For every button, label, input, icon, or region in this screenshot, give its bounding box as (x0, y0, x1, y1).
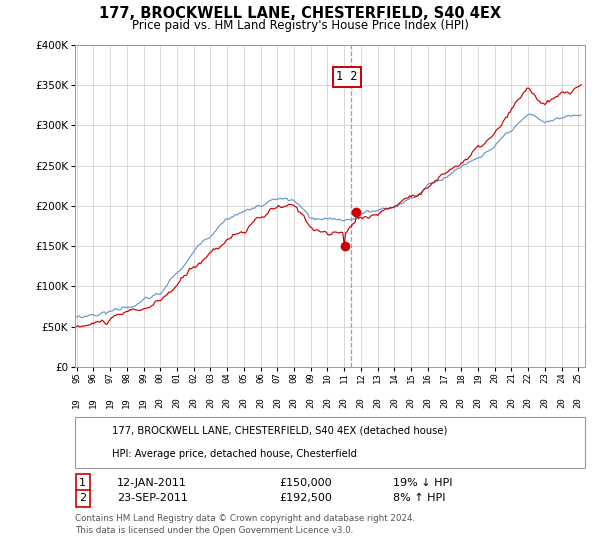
Text: 18: 18 (457, 372, 466, 383)
Text: 20: 20 (273, 398, 282, 408)
Text: 03: 03 (206, 372, 215, 383)
Text: 20: 20 (256, 398, 265, 408)
Text: 10: 10 (323, 372, 332, 383)
Text: 97: 97 (106, 372, 115, 383)
Text: 19: 19 (89, 398, 98, 408)
Text: 20: 20 (490, 372, 499, 383)
Text: 20: 20 (156, 398, 165, 408)
Text: 8% ↑ HPI: 8% ↑ HPI (393, 493, 445, 503)
Text: 96: 96 (89, 372, 98, 383)
Text: 12-JAN-2011: 12-JAN-2011 (117, 478, 187, 488)
Text: £192,500: £192,500 (279, 493, 332, 503)
Text: 02: 02 (189, 372, 198, 383)
Text: 20: 20 (223, 398, 232, 408)
Text: 20: 20 (490, 398, 499, 408)
Text: 20: 20 (507, 398, 516, 408)
Text: £150,000: £150,000 (279, 478, 332, 488)
Text: 21: 21 (507, 372, 516, 383)
Text: 20: 20 (356, 398, 365, 408)
Text: 20: 20 (290, 398, 299, 408)
Text: 09: 09 (306, 372, 315, 383)
Text: This data is licensed under the Open Government Licence v3.0.: This data is licensed under the Open Gov… (75, 526, 353, 535)
Text: 23-SEP-2011: 23-SEP-2011 (117, 493, 188, 503)
Text: 20: 20 (541, 398, 550, 408)
Text: 20: 20 (574, 398, 583, 408)
Text: 98: 98 (122, 372, 131, 383)
Text: 07: 07 (273, 372, 282, 383)
Text: HPI: Average price, detached house, Chesterfield: HPI: Average price, detached house, Ches… (112, 449, 357, 459)
Text: 15: 15 (407, 372, 416, 383)
Text: 19: 19 (122, 398, 131, 408)
Text: 20: 20 (172, 398, 181, 408)
Text: 177, BROCKWELL LANE, CHESTERFIELD, S40 4EX (detached house): 177, BROCKWELL LANE, CHESTERFIELD, S40 4… (112, 426, 448, 436)
Text: 19: 19 (72, 398, 81, 408)
Text: 20: 20 (390, 398, 399, 408)
Text: 20: 20 (189, 398, 198, 408)
Text: 17: 17 (440, 372, 449, 383)
Text: 95: 95 (72, 372, 81, 383)
Text: 20: 20 (340, 398, 349, 408)
Text: 20: 20 (557, 398, 566, 408)
Text: 20: 20 (457, 398, 466, 408)
Text: 24: 24 (557, 372, 566, 383)
Text: Price paid vs. HM Land Registry's House Price Index (HPI): Price paid vs. HM Land Registry's House … (131, 19, 469, 32)
Text: 11: 11 (340, 372, 349, 383)
Text: 04: 04 (223, 372, 232, 383)
Text: 20: 20 (524, 398, 533, 408)
Text: 20: 20 (373, 398, 382, 408)
Text: 20: 20 (239, 398, 248, 408)
Text: 08: 08 (290, 372, 299, 383)
Text: 19: 19 (139, 398, 148, 408)
Text: 23: 23 (541, 372, 550, 383)
Text: 19: 19 (106, 398, 115, 408)
Text: 05: 05 (239, 372, 248, 383)
Text: 1: 1 (79, 478, 86, 488)
Text: 16: 16 (424, 372, 433, 383)
Text: Contains HM Land Registry data © Crown copyright and database right 2024.: Contains HM Land Registry data © Crown c… (75, 514, 415, 523)
Text: 25: 25 (574, 372, 583, 383)
Text: 19: 19 (473, 372, 482, 383)
Text: 06: 06 (256, 372, 265, 383)
Text: 20: 20 (206, 398, 215, 408)
Text: 20: 20 (473, 398, 482, 408)
Text: 20: 20 (440, 398, 449, 408)
Text: 99: 99 (139, 372, 148, 383)
Text: 20: 20 (424, 398, 433, 408)
Text: 19% ↓ HPI: 19% ↓ HPI (393, 478, 452, 488)
Text: 20: 20 (323, 398, 332, 408)
Text: 22: 22 (524, 372, 533, 383)
Text: 00: 00 (156, 372, 165, 383)
Text: 14: 14 (390, 372, 399, 383)
Text: 13: 13 (373, 372, 382, 383)
Text: 2: 2 (79, 493, 86, 503)
Text: 1 2: 1 2 (336, 71, 358, 83)
Text: 12: 12 (356, 372, 365, 383)
Text: 20: 20 (306, 398, 315, 408)
Text: 177, BROCKWELL LANE, CHESTERFIELD, S40 4EX: 177, BROCKWELL LANE, CHESTERFIELD, S40 4… (99, 6, 501, 21)
Text: 20: 20 (407, 398, 416, 408)
Text: 01: 01 (172, 372, 181, 383)
